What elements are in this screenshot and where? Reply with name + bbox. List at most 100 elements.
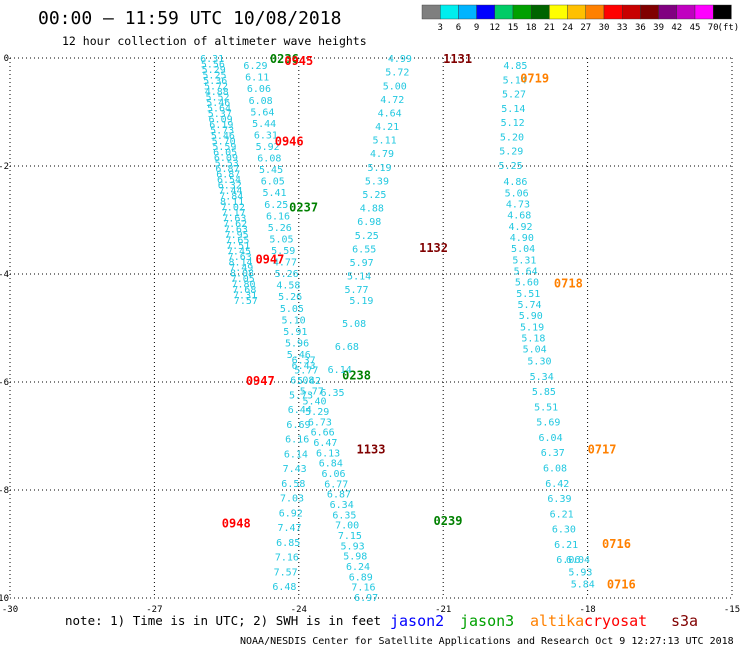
track-jason3: 6.43 6.08 5.73 6.44 6.69 6.16 6.14 7.43 6.58 7.03…: [272, 361, 462, 593]
wave-height-label: 5.29: [305, 407, 329, 418]
wave-height-label: 5.14: [347, 272, 371, 283]
wave-height-label: 6.04: [539, 433, 563, 444]
wave-height-label: 5.97: [350, 258, 374, 269]
colorbar-label: 45: [690, 23, 701, 33]
wave-height-label: 6.09: [214, 153, 238, 164]
wave-height-label: 5.10: [282, 315, 306, 326]
wave-height-label: 5.72: [204, 82, 228, 93]
wave-height-label: 5.51: [534, 402, 558, 413]
wave-height-label: 6.05: [261, 177, 285, 188]
colorbar-swatch: [476, 4, 496, 20]
track-cryosat: 0945: [284, 54, 313, 68]
colorbar-swatch: [603, 4, 623, 20]
wave-height-label: 5.19: [367, 163, 391, 174]
wave-height-label: 6.37: [541, 448, 565, 459]
wave-height-label: 6.69: [286, 420, 310, 431]
colorbar-label: 70: [708, 23, 719, 33]
wave-height-label: 5.05: [269, 234, 293, 245]
wave-height-label: 6.30: [552, 525, 576, 536]
wave-height-label: 5.29: [499, 147, 523, 158]
wave-height-label: 6.06: [247, 84, 271, 95]
wave-height-label: 4.58: [276, 281, 300, 292]
wave-height-label: 5.90: [519, 311, 543, 322]
wave-height-label: 7.03: [280, 494, 304, 505]
colorbar-label: 9: [474, 23, 479, 33]
wave-height-label: 6.87: [216, 170, 240, 181]
footer-credit: NOAA/NESDIS Center for Satellite Applica…: [240, 636, 734, 647]
wave-height-label: 6.77: [324, 479, 348, 490]
wave-height-label: 5.53: [215, 159, 239, 170]
wave-height-label: 6.92: [279, 508, 303, 519]
pass-time-label: 0947: [255, 252, 284, 266]
legend-item-cryosat: cryosat: [584, 612, 647, 630]
wave-height-label: 5.14: [503, 75, 527, 86]
colorbar-label: 15: [508, 23, 519, 33]
wave-height-label: 6.08: [249, 96, 273, 107]
y-tick-label: -4: [0, 270, 9, 280]
wave-height-label: 5.25: [202, 71, 226, 82]
colorbar-swatch: [567, 4, 586, 20]
colorbar-label: 33: [617, 23, 628, 33]
colorbar-label: 21: [544, 23, 555, 33]
colorbar-swatch: [676, 4, 696, 20]
wave-height-label: 6.66: [311, 428, 335, 439]
wave-height-label: 5.51: [516, 289, 540, 300]
wave-height-label: 4.88: [360, 204, 384, 215]
wave-height-label: 6.08: [543, 463, 567, 474]
legend-item-jason3: jason3: [460, 612, 514, 630]
wave-height-label: 6.43: [292, 361, 316, 372]
wave-height-label: 5.25: [362, 190, 386, 201]
wave-height-label: 6.34: [330, 500, 354, 511]
wave-height-label: 5.85: [532, 387, 556, 398]
x-tick-label: -27: [146, 605, 162, 615]
wave-height-label: 6.29: [243, 61, 267, 72]
wave-height-label: 5.12: [501, 118, 525, 129]
track-altika: 0716: [607, 578, 636, 592]
track-cryosat: 0946: [275, 135, 304, 149]
wave-height-label: 7.57: [274, 567, 298, 578]
wave-height-label: 5.06: [505, 188, 529, 199]
legend-item-altika: altika: [530, 612, 584, 630]
wave-height-label: 8.11: [220, 197, 244, 208]
wave-height-label: 5.56: [201, 60, 225, 71]
pass-time-label: 0945: [284, 54, 313, 68]
wave-height-label: 5.04: [523, 345, 547, 356]
wave-height-label: 6.11: [245, 73, 269, 84]
wave-height-label: 4.68: [507, 211, 531, 222]
wave-height-label: 5.46: [211, 131, 235, 142]
wave-height-label: 5.91: [283, 327, 307, 338]
chart-title: 00:00 – 11:59 UTC 10/08/2018: [38, 8, 341, 29]
wave-height-label: 6.97: [354, 593, 378, 604]
colorbar-label: 3: [437, 23, 442, 33]
pass-time-label: 1132: [419, 241, 448, 255]
wave-height-label: 6.09: [209, 115, 233, 126]
wave-height-label: 7.63: [228, 252, 252, 263]
pass-time-label: 0716: [607, 578, 636, 592]
wave-height-label: 6.54: [217, 175, 241, 186]
wave-height-label: 5.25: [355, 231, 379, 242]
wave-height-label: 7.44: [218, 186, 242, 197]
wave-height-label: 5.11: [373, 136, 397, 147]
wave-height-label: 7.84: [219, 192, 243, 203]
colorbar-swatch: [713, 4, 732, 20]
x-tick-label: -21: [435, 605, 451, 615]
pass-time-label: 0718: [554, 277, 583, 291]
wave-height-label: 6.68: [335, 342, 359, 353]
track-jason3: 6.315.565.295.255.365.724.885.525.465.64…: [200, 52, 299, 307]
wave-height-label: 6.04: [566, 555, 590, 566]
wave-height-label: 7.31: [233, 291, 257, 302]
wave-height-label: 6.85: [276, 538, 300, 549]
pass-time-label: 0717: [588, 443, 617, 457]
wave-height-label: 6.87: [327, 490, 351, 501]
pass-time-label: 0947: [246, 374, 275, 388]
wave-height-label: 5.26: [278, 292, 302, 303]
colorbar-swatch: [640, 4, 659, 20]
wave-height-label: 6.21: [550, 509, 574, 520]
colorbar-swatch: [494, 4, 514, 20]
wave-height-label: 6.39: [547, 494, 571, 505]
wave-height-label: 5.14: [501, 104, 525, 115]
colorbar-swatch: [531, 4, 550, 20]
pass-time-label: 0948: [222, 516, 251, 530]
track-altika: 4.85 5.14 5.27 5.14 5.12 5.20 5.29 5.25 0719: [499, 61, 550, 172]
wave-height-label: 4.99: [388, 54, 412, 65]
